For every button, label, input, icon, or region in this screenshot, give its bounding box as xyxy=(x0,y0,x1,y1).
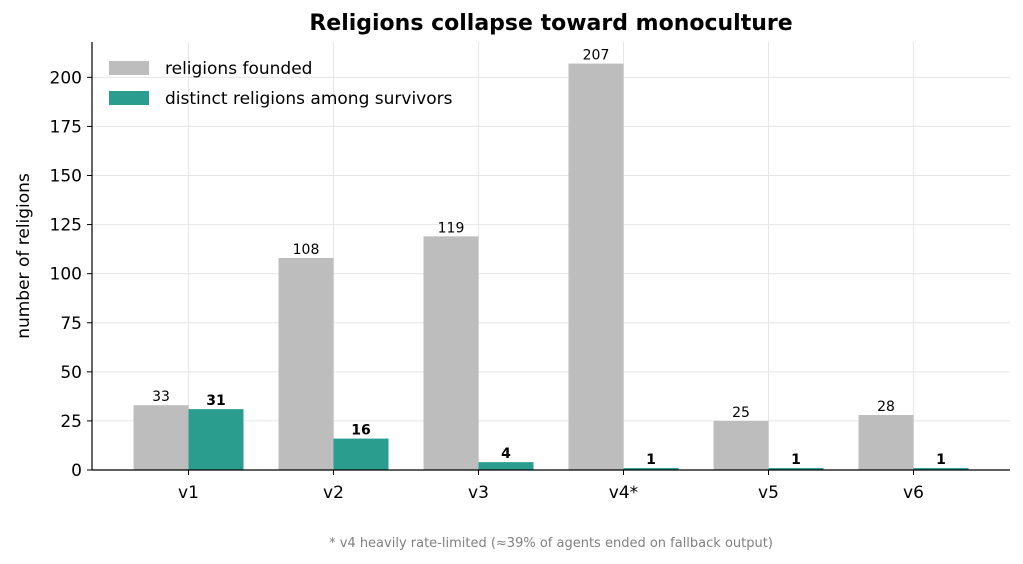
bar-distinct-religions xyxy=(478,462,534,470)
x-tick-label: v4* xyxy=(609,483,638,503)
x-tick-label: v1 xyxy=(178,483,199,503)
axes xyxy=(91,42,1010,471)
data-labels: 33 108 119 207 25 28 31 16 4 1 1 1 xyxy=(152,48,946,468)
x-tick-label: v2 xyxy=(323,483,344,503)
legend: religions founded distinct religions amon… xyxy=(109,59,453,109)
bar-religions-founded xyxy=(133,405,189,470)
y-tick-label: 50 xyxy=(60,363,82,383)
y-tick-label: 175 xyxy=(50,117,82,137)
legend-swatch xyxy=(109,91,149,105)
bar-distinct-religions xyxy=(333,438,389,470)
bar-religions-founded xyxy=(858,415,914,470)
y-tick-label: 200 xyxy=(50,68,82,88)
footnote: * v4 heavily rate-limited (≈39% of agent… xyxy=(329,536,773,551)
bar-distinct-religions xyxy=(768,468,824,470)
legend-label: religions founded xyxy=(165,59,312,79)
x-axis-ticks: v1 v2 v3 v4* v5 v6 xyxy=(178,470,924,503)
data-label-founded: 25 xyxy=(732,405,750,421)
y-tick-label: 0 xyxy=(71,461,82,481)
legend-label: distinct religions among survivors xyxy=(165,89,453,109)
bar-distinct-religions xyxy=(913,468,969,470)
data-label-founded: 119 xyxy=(438,220,465,236)
bars xyxy=(133,63,969,471)
data-label-founded: 28 xyxy=(877,399,895,415)
data-label-distinct: 31 xyxy=(206,393,225,409)
y-axis-ticks: 0 25 50 75 100 125 150 175 200 xyxy=(50,68,92,481)
bar-religions-founded xyxy=(278,257,334,470)
data-label-founded: 33 xyxy=(152,389,170,405)
data-label-founded: 207 xyxy=(583,48,610,64)
y-tick-label: 25 xyxy=(60,412,82,432)
bar-distinct-religions xyxy=(188,409,244,470)
bar-religions-founded xyxy=(568,63,624,471)
y-tick-label: 75 xyxy=(60,314,82,334)
data-label-distinct: 1 xyxy=(936,452,946,468)
y-tick-label: 125 xyxy=(50,216,82,236)
data-label-distinct: 16 xyxy=(351,423,370,439)
bar-religions-founded xyxy=(423,236,479,470)
bar-distinct-religions xyxy=(623,468,679,470)
x-tick-label: v5 xyxy=(758,483,779,503)
data-label-distinct: 1 xyxy=(791,452,801,468)
x-tick-label: v6 xyxy=(903,483,924,503)
y-axis-label: number of religions xyxy=(14,173,34,339)
x-tick-label: v3 xyxy=(468,483,489,503)
data-label-founded: 108 xyxy=(293,242,320,258)
legend-swatch xyxy=(109,61,149,75)
bar-religions-founded xyxy=(713,420,769,470)
data-label-distinct: 4 xyxy=(501,446,511,462)
y-tick-label: 100 xyxy=(50,265,82,285)
data-label-distinct: 1 xyxy=(646,452,656,468)
y-tick-label: 150 xyxy=(50,167,82,187)
chart-title: Religions collapse toward monoculture xyxy=(309,11,792,36)
